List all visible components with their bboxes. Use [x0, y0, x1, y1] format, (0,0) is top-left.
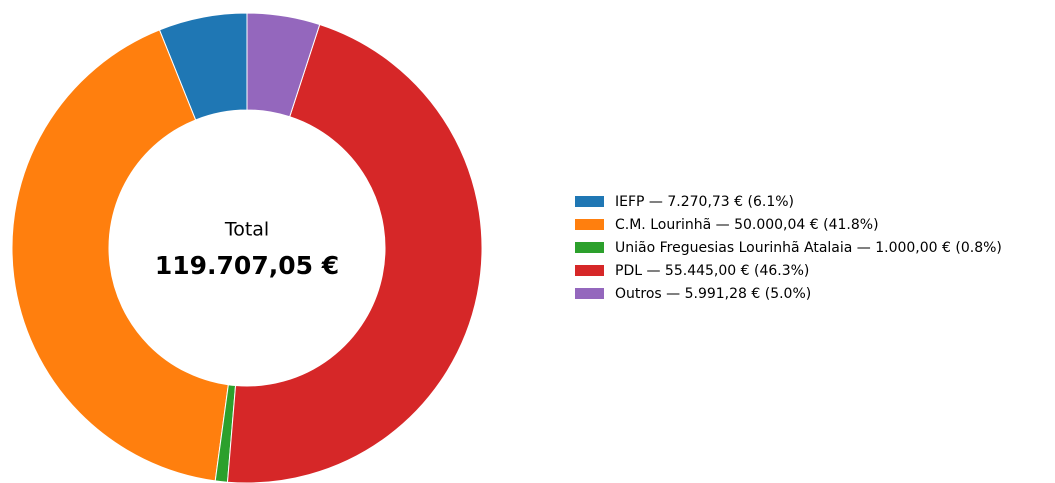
legend-swatch [575, 265, 604, 276]
legend-label: C.M. Lourinhã — 50.000,04 € (41.8%) [615, 217, 879, 233]
legend-label: Outros — 5.991,28 € (5.0%) [615, 286, 811, 302]
donut-slice [246, 12, 321, 118]
legend-swatch [575, 288, 604, 299]
legend-label: PDL — 55.445,00 € (46.3%) [615, 263, 809, 279]
center-title: Total [224, 219, 269, 241]
legend-label: IEFP — 7.270,73 € (6.1%) [615, 194, 794, 210]
legend-swatch [575, 196, 604, 207]
donut-slice [226, 23, 483, 483]
legend-label: União Freguesias Lourinhã Atalaia — 1.00… [615, 240, 1002, 256]
center-total: 119.707,05 € [155, 251, 339, 280]
legend-swatch [575, 219, 604, 230]
legend-swatch [575, 242, 604, 253]
donut-slice [11, 29, 229, 482]
